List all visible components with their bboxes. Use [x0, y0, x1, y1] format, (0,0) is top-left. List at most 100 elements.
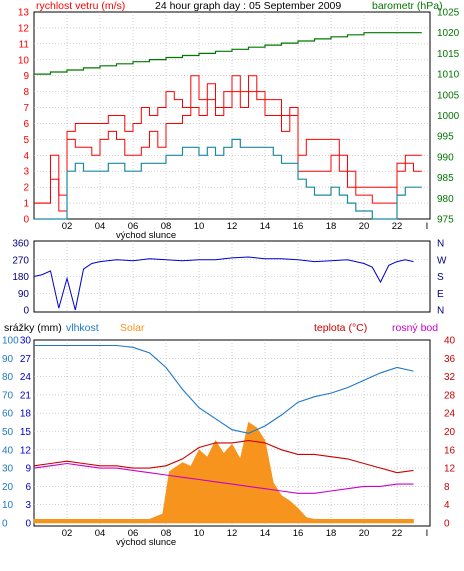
- rain-tick-label: 24: [20, 372, 32, 383]
- wind-pressure-x-ticks: 02 04 06 08 10 12 14 16 18 20 22 I: [62, 221, 429, 232]
- wind-direction-degree-label: 270: [12, 255, 29, 266]
- wind-direction-compass-label: E: [437, 289, 444, 300]
- x-tick-label: 02: [62, 221, 73, 232]
- temperature-tick-label: 12: [444, 464, 456, 475]
- pressure-tick-label: 1020: [437, 28, 460, 39]
- legend-humidity: vlhkost: [66, 322, 99, 334]
- pressure-tick-label: 990: [437, 152, 454, 163]
- humidity-tick-label: 100: [2, 336, 19, 347]
- wind-speed-tick-label: 12: [18, 23, 30, 34]
- pressure-axis-label: barometr (hPa): [372, 0, 443, 12]
- wind-speed-axis-label: rychlost vetru (m/s): [36, 0, 125, 12]
- x-tick-label: 02: [62, 528, 73, 539]
- pressure-tick-label: 1010: [437, 70, 460, 81]
- temperature-tick-label: 8: [444, 482, 450, 493]
- x-tick-label: 04: [95, 221, 106, 232]
- temperature-tick-label: 28: [444, 390, 456, 401]
- x-tick-label: 04: [95, 528, 106, 539]
- wind-speed-tick-label: 3: [23, 167, 29, 178]
- pressure-tick-label: 975: [437, 215, 454, 226]
- x-tick-label: 20: [359, 528, 370, 539]
- wind-speed-tick-label: 2: [23, 183, 29, 194]
- wind-direction-degree-label: 0: [23, 306, 29, 317]
- wind-direction-degree-label: 180: [12, 272, 29, 283]
- temperature-tick-label: 24: [444, 409, 456, 420]
- x-tick-label: 18: [326, 221, 337, 232]
- humidity-tick-label: 40: [2, 445, 14, 456]
- legend-solar: Solar: [120, 322, 145, 334]
- wind-speed-tick-label: 13: [18, 8, 30, 19]
- humidity-line: [34, 344, 414, 434]
- rain-tick-label: 3: [25, 500, 31, 511]
- wind-average-line: [34, 138, 422, 220]
- barometer-line: [34, 32, 422, 75]
- wind-speed-line: [34, 91, 422, 212]
- wind-direction-series: [33, 256, 414, 311]
- climate-series: [33, 344, 414, 524]
- rain-tick-label: 6: [25, 482, 31, 493]
- rain-tick-label: 18: [20, 409, 32, 420]
- temperature-tick-label: 20: [444, 427, 456, 438]
- humidity-tick-label: 80: [2, 372, 14, 383]
- temperature-tick-label: 0: [444, 519, 450, 530]
- x-tick-label: 08: [161, 528, 172, 539]
- legend-temperature: teplota (°C): [314, 322, 367, 334]
- temperature-tick-label: 36: [444, 354, 456, 365]
- rain-axis-ticks: 0 3 6 9 12 15 18 21 24 27 30: [20, 336, 32, 530]
- x-tick-label: 06: [128, 221, 139, 232]
- legend-rain: srážky (mm): [4, 322, 62, 334]
- pressure-tick-label: 985: [437, 173, 454, 184]
- x-tick-label: 12: [227, 221, 238, 232]
- wind-direction-compass-label: W: [437, 255, 447, 266]
- pressure-tick-label: 1025: [437, 8, 460, 19]
- x-tick-label: 18: [326, 528, 337, 539]
- wind-direction-line: [33, 256, 414, 311]
- rain-tick-label: 9: [25, 464, 31, 475]
- x-tick-label: 16: [293, 221, 304, 232]
- humidity-tick-label: 30: [2, 464, 14, 475]
- pressure-axis-ticks: 975 980 985 990 995 1000 1005 1010 1015 1020 1025: [437, 8, 460, 226]
- wind-direction-compass-label: S: [437, 272, 444, 283]
- temperature-tick-label: 4: [444, 500, 450, 511]
- temperature-tick-label: 16: [444, 445, 456, 456]
- x-tick-label: 12: [227, 528, 238, 539]
- wind-speed-tick-label: 0: [23, 215, 29, 226]
- rain-tick-label: 15: [20, 427, 32, 438]
- x-tick-label: 14: [260, 528, 271, 539]
- wind-direction-compass-label: N: [437, 239, 444, 250]
- wind-speed-tick-label: 11: [19, 39, 30, 50]
- rain-tick-label: 27: [20, 354, 32, 365]
- x-tick-label: 08: [161, 221, 172, 232]
- wind-pressure-series: [34, 32, 422, 220]
- pressure-tick-label: 1005: [437, 90, 460, 101]
- wind-speed-tick-label: 5: [23, 135, 29, 146]
- temperature-axis-ticks: 0 4 8 12 16 20 24 28 32 36 40: [444, 336, 456, 530]
- humidity-tick-label: 90: [2, 354, 14, 365]
- x-tick-label: 10: [194, 221, 205, 232]
- wind-speed-tick-label: 6: [23, 119, 29, 130]
- wind-speed-tick-label: 7: [23, 103, 29, 114]
- humidity-axis-ticks: 0 10 20 30 40 50 60 70 80 90 100: [2, 336, 19, 530]
- humidity-tick-label: 10: [2, 500, 14, 511]
- x-end-label: I: [426, 528, 429, 539]
- sunrise-annotation-bottom: východ slunce: [116, 537, 176, 548]
- x-tick-label: 10: [194, 528, 205, 539]
- x-tick-label: 22: [392, 221, 403, 232]
- sunrise-annotation: východ slunce: [116, 230, 176, 241]
- temperature-tick-label: 40: [444, 336, 456, 347]
- wind-speed-tick-label: 8: [23, 87, 29, 98]
- x-tick-label: 16: [293, 528, 304, 539]
- humidity-tick-label: 70: [2, 390, 14, 401]
- humidity-tick-label: 0: [2, 519, 8, 530]
- solar-area: [33, 421, 414, 524]
- dew-point-line: [33, 462, 414, 494]
- humidity-tick-label: 60: [2, 409, 14, 420]
- legend-dew-point: rosný bod: [392, 322, 438, 334]
- climate-x-ticks: 02 04 06 08 10 12 14 16 18 20 22 I: [62, 528, 429, 539]
- wind-gust-line: [34, 75, 422, 204]
- wind-direction-degree-label: 360: [12, 239, 29, 250]
